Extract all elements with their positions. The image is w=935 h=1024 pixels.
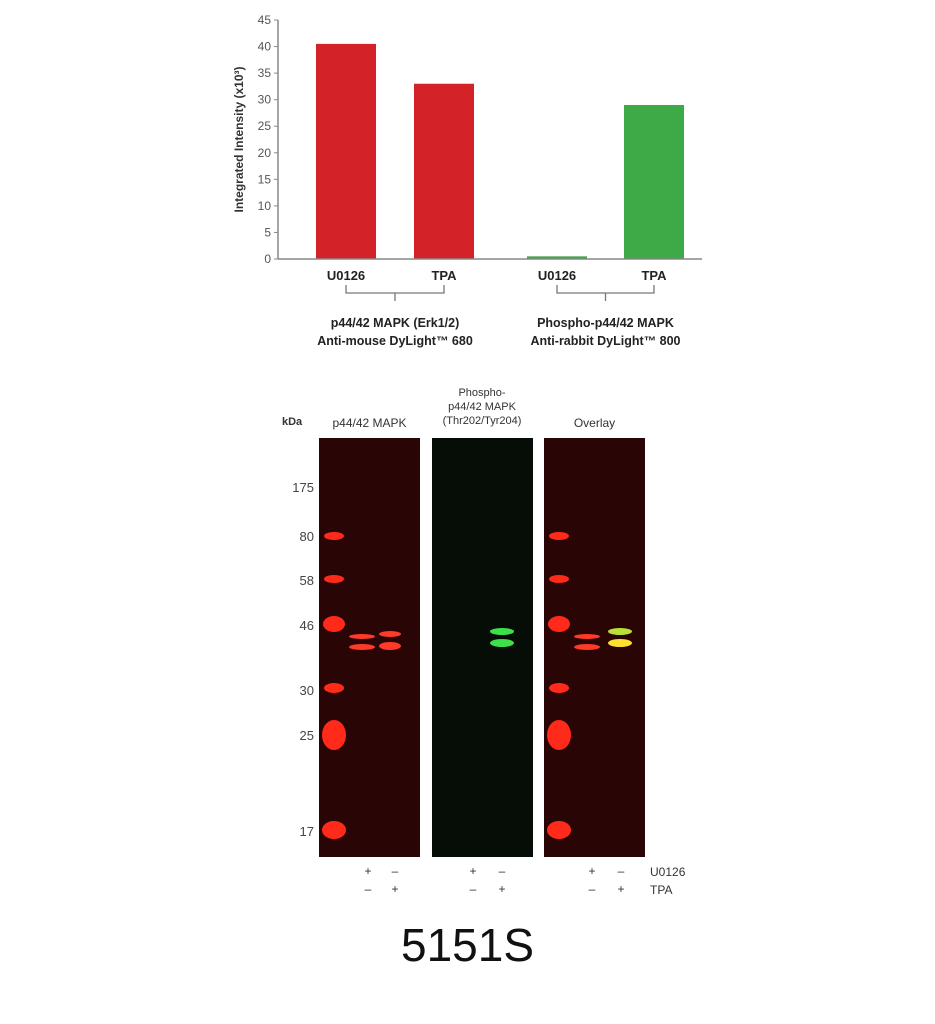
panel-title-total: p44/42 MAPK: [332, 416, 407, 430]
y-tick-label: 20: [258, 146, 272, 160]
kda-label: kDa: [282, 416, 303, 428]
u0126-sign: +: [588, 864, 596, 878]
tpa-sign: +: [617, 882, 625, 896]
y-tick-label: 35: [258, 66, 272, 80]
x-tick-label: TPA: [431, 268, 457, 283]
y-tick-label: 15: [258, 172, 272, 186]
blot-panel-phospho: [432, 438, 533, 857]
product-code: 5151S: [400, 919, 534, 971]
marker-label: 25: [299, 728, 314, 743]
y-tick-label: 10: [258, 199, 272, 213]
marker-label: 80: [299, 529, 314, 544]
group-bracket: [556, 285, 655, 301]
u0126-sign: –: [391, 864, 399, 878]
y-tick-label: 45: [258, 13, 272, 27]
treatment-label-u0126: U0126: [650, 865, 686, 879]
marker-label: 30: [299, 683, 314, 698]
marker-label: 58: [299, 573, 314, 588]
panel-title-overlay: Overlay: [573, 416, 616, 430]
u0126-sign: +: [469, 864, 477, 878]
u0126-sign: +: [364, 864, 372, 878]
u0126-sign: –: [498, 864, 506, 878]
tpa-sign: –: [364, 882, 372, 896]
y-tick-label: 40: [258, 40, 272, 54]
group-label-line2: Anti-rabbit DyLight™ 800: [530, 334, 680, 348]
panel-title-phospho: Phospho- p44/42 MAPK (Thr202/Tyr204): [442, 387, 522, 427]
x-tick-label: U0126: [538, 268, 576, 283]
y-tick-label: 5: [264, 225, 271, 239]
u0126-sign: –: [617, 864, 625, 878]
group-label-line1: Phospho-p44/42 MAPK: [537, 316, 674, 330]
y-tick-label: 30: [258, 93, 272, 107]
bar-tpa: [624, 104, 684, 259]
treatment-label-tpa: TPA: [650, 883, 673, 897]
group-label-line2: Anti-mouse DyLight™ 680: [317, 334, 473, 348]
group-label-line1: p44/42 MAPK (Erk1/2): [331, 316, 460, 330]
bar-u0126: [527, 256, 587, 259]
y-tick-label: 25: [258, 119, 272, 133]
tpa-sign: +: [498, 882, 506, 896]
x-tick-label: TPA: [641, 268, 667, 283]
y-axis-label: Integrated Intensity (x10³): [232, 66, 246, 212]
blot-panel-total: [319, 438, 420, 857]
tpa-sign: –: [588, 882, 596, 896]
y-tick-label: 0: [264, 252, 271, 266]
bar-u0126: [316, 43, 376, 260]
marker-label: 46: [299, 618, 314, 633]
x-tick-label: U0126: [327, 268, 365, 283]
marker-label: 17: [299, 824, 314, 839]
marker-label: 175: [292, 480, 314, 495]
tpa-sign: –: [469, 882, 477, 896]
blot-panel-overlay: [544, 438, 645, 857]
bar-chart: 0 5 10 15 20 25 30 35 40 45 Integrated Intensity (…: [232, 13, 702, 348]
bar-tpa: [414, 83, 474, 259]
group-bracket: [345, 285, 445, 301]
tpa-sign: +: [391, 882, 399, 896]
